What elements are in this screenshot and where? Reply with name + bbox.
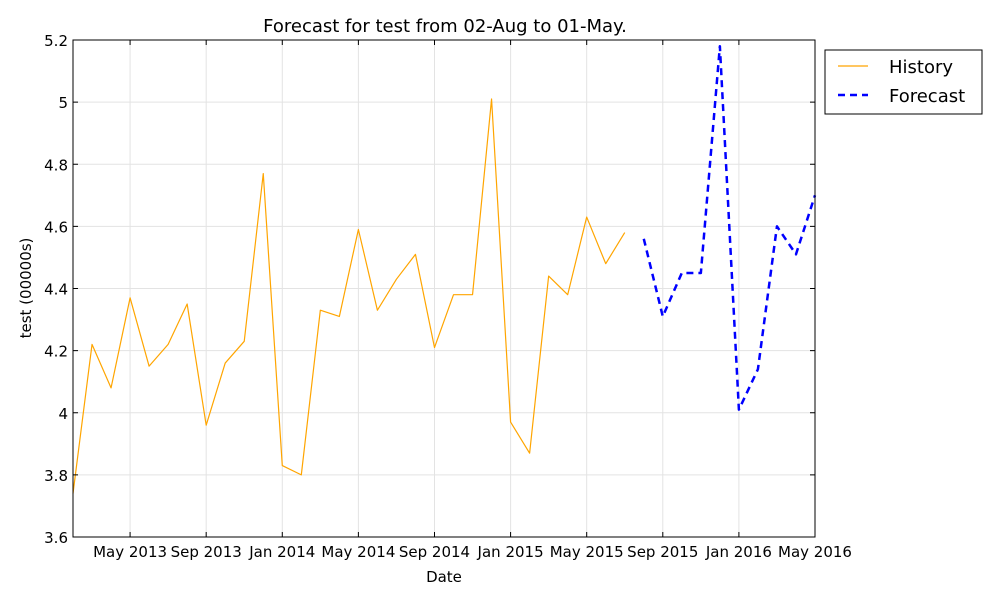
x-tick-label: Jan 2015 bbox=[477, 543, 544, 561]
x-tick-label: May 2013 bbox=[93, 543, 167, 561]
axis-ticks bbox=[73, 39, 816, 538]
x-tick-label: Sep 2013 bbox=[171, 543, 242, 561]
x-tick-label: Sep 2015 bbox=[627, 543, 698, 561]
y-tick-label: 4.8 bbox=[44, 156, 68, 174]
y-tick-label: 3.6 bbox=[44, 529, 68, 547]
x-tick-label: May 2015 bbox=[550, 543, 624, 561]
x-tick-label: Jan 2016 bbox=[705, 543, 772, 561]
y-tick-label: 5.2 bbox=[44, 32, 68, 50]
y-tick-label: 4.4 bbox=[44, 281, 68, 299]
legend: History Forecast bbox=[824, 49, 983, 115]
y-tick-label: 4.2 bbox=[44, 343, 68, 361]
y-tick-label: 4.6 bbox=[44, 218, 68, 236]
series-lines bbox=[72, 44, 817, 494]
y-tick-label: 5 bbox=[58, 94, 68, 112]
x-axis-title: Date bbox=[426, 568, 462, 586]
x-tick-label: May 2016 bbox=[778, 543, 852, 561]
x-tick-label: Sep 2014 bbox=[399, 543, 470, 561]
y-axis-title: test (00000s) bbox=[17, 238, 35, 339]
grid-lines bbox=[73, 40, 815, 537]
legend-label-forecast: Forecast bbox=[889, 86, 965, 107]
chart-title: Forecast for test from 02-Aug to 01-May. bbox=[263, 16, 627, 37]
series-line-forecast bbox=[642, 44, 817, 411]
y-tick-label: 3.8 bbox=[44, 467, 68, 485]
series-line-history bbox=[72, 98, 626, 494]
legend-box bbox=[824, 49, 983, 115]
x-tick-label: Jan 2014 bbox=[248, 543, 315, 561]
legend-label-history: History bbox=[889, 57, 953, 78]
x-tick-label: May 2014 bbox=[321, 543, 395, 561]
axis-tick-labels: 3.6 3.8 4 4.2 4.4 4.6 4.8 5 5.2 May 2013 Sep 2013 J… bbox=[44, 32, 852, 561]
y-tick-label: 4 bbox=[58, 405, 68, 423]
